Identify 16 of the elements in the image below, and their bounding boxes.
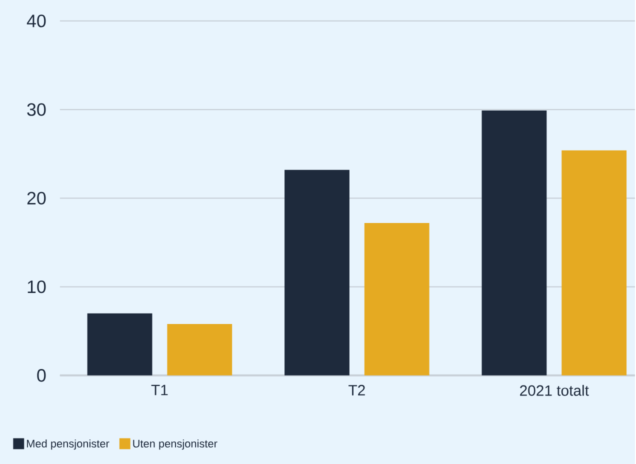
bar (167, 324, 232, 376)
y-tick-label: 20 (27, 192, 46, 204)
x-tick-label: T2 (348, 384, 365, 396)
y-tick-label: 0 (37, 368, 46, 382)
legend-label: Uten pensjonister (133, 439, 218, 450)
bar (482, 110, 547, 376)
y-tick-label: 40 (26, 14, 46, 28)
y-tick-label: 10 (28, 280, 46, 294)
x-tick-label: 2021 totalt (520, 384, 589, 396)
bar (284, 170, 350, 376)
y-tick-label: 30 (27, 103, 46, 116)
x-tick-label: T1 (151, 384, 168, 396)
legend-label: Med pensjonister (27, 439, 110, 450)
bar (562, 150, 627, 376)
bar (87, 313, 152, 376)
bar (364, 222, 430, 376)
